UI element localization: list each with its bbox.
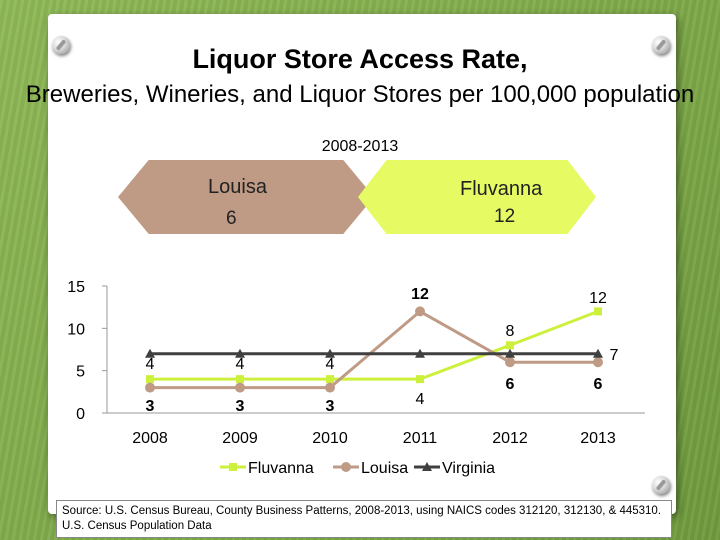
data-point xyxy=(145,348,155,358)
data-label: 4 xyxy=(236,356,245,373)
data-point xyxy=(593,348,603,358)
date-range: 2008-2013 xyxy=(321,138,399,155)
data-label: 4 xyxy=(146,356,155,373)
pushpin-icon xyxy=(652,36,670,54)
y-tick-label: 5 xyxy=(76,364,85,381)
data-point xyxy=(415,306,425,317)
fluvanna-callout-name: Fluvanna xyxy=(460,178,543,200)
slide-subtitle: Breweries, Wineries, and Liquor Stores p… xyxy=(25,81,695,108)
data-point xyxy=(505,357,515,368)
x-tick-label: 2012 xyxy=(492,430,528,447)
data-label: 3 xyxy=(146,398,155,415)
data-point xyxy=(325,348,335,358)
data-label: 7 xyxy=(610,347,619,364)
data-point xyxy=(506,341,514,350)
series-line-louisa xyxy=(150,309,598,390)
data-point xyxy=(235,382,245,393)
legend-marker xyxy=(229,463,237,471)
x-tick-label: 2011 xyxy=(403,430,438,447)
legend-marker xyxy=(422,462,432,471)
data-point xyxy=(415,348,425,358)
series-line-fluvanna xyxy=(150,310,599,381)
data-point xyxy=(146,375,154,384)
data-point xyxy=(325,382,335,393)
data-label: 8 xyxy=(506,323,515,340)
x-tick-label: 2013 xyxy=(580,430,616,447)
data-point xyxy=(594,307,602,316)
legend-label: Louisa xyxy=(361,460,408,477)
data-point xyxy=(145,382,155,393)
fluvanna-callout-value: 12 xyxy=(494,206,516,227)
legend-label: Fluvanna xyxy=(248,460,314,477)
source-note: Source: U.S. Census Bureau, County Busin… xyxy=(56,500,672,538)
legend-label: Virginia xyxy=(442,460,495,477)
data-point xyxy=(593,357,603,368)
data-label: 4 xyxy=(416,391,425,408)
fluvanna-callout: Fluvanna 12 xyxy=(358,160,596,234)
y-tick-label: 15 xyxy=(67,279,85,296)
louisa-callout-name: Louisa xyxy=(208,176,267,198)
data-label: 6 xyxy=(506,376,515,393)
data-point xyxy=(236,375,244,384)
data-point xyxy=(326,375,334,384)
data-label: 4 xyxy=(326,356,335,373)
data-label: 3 xyxy=(236,398,245,415)
data-point xyxy=(416,375,424,384)
data-point xyxy=(505,348,515,358)
slide-card xyxy=(48,14,676,514)
data-label: 6 xyxy=(594,376,603,393)
data-label: 3 xyxy=(326,398,335,415)
x-tick-label: 2008 xyxy=(132,430,168,447)
data-label: 12 xyxy=(589,290,607,307)
slide-title: Liquor Store Access Rate, xyxy=(192,44,528,74)
data-label: 12 xyxy=(411,286,429,303)
legend-marker xyxy=(341,462,351,472)
data-point xyxy=(235,348,245,358)
pushpin-icon xyxy=(52,36,70,54)
x-tick-label: 2009 xyxy=(222,430,258,447)
louisa-callout-value: 6 xyxy=(226,208,237,229)
y-tick-label: 0 xyxy=(76,406,85,423)
pushpin-icon xyxy=(652,476,670,494)
y-tick-label: 10 xyxy=(67,321,85,338)
louisa-callout: Louisa 6 xyxy=(118,160,374,234)
x-tick-label: 2010 xyxy=(312,430,348,447)
